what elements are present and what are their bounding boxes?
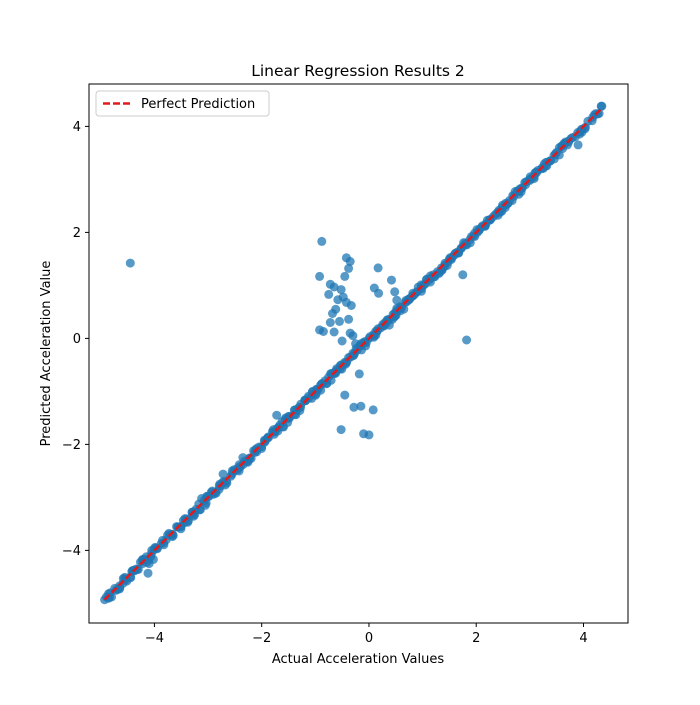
data-point [349, 402, 359, 412]
data-point [143, 568, 153, 578]
data-point [336, 425, 346, 435]
y-tick-label: −2 [62, 438, 81, 453]
chart-title: Linear Regression Results 2 [251, 62, 465, 80]
data-point [325, 318, 335, 327]
data-point [458, 270, 468, 280]
data-point [317, 236, 327, 246]
data-point [218, 469, 228, 479]
x-axis-label: Actual Acceleration Values [272, 652, 444, 667]
x-tick-label: 2 [472, 631, 480, 646]
data-point [573, 140, 583, 150]
legend-box [95, 90, 270, 117]
y-tick-label: −4 [62, 544, 81, 559]
data-point [344, 314, 354, 324]
legend: Perfect Prediction [95, 90, 270, 117]
data-point [318, 327, 328, 336]
data-point [324, 289, 334, 299]
data-point [345, 257, 355, 266]
data-point [335, 316, 344, 326]
data-point [346, 301, 356, 310]
x-tick-label: −4 [145, 631, 164, 646]
perfect-prediction-line [103, 108, 603, 601]
x-tick-label: −2 [252, 631, 271, 646]
data-point [462, 335, 472, 345]
data-point [374, 288, 384, 298]
y-tick-label: 2 [73, 226, 81, 241]
data-point [336, 285, 346, 295]
y-axis-label: Predicted Acceleration Value [39, 261, 54, 447]
data-point [344, 263, 354, 273]
data-point [115, 583, 125, 593]
legend-label-perfect-prediction: Perfect Prediction [141, 97, 255, 112]
data-point [125, 258, 135, 268]
y-tick-label: 4 [73, 120, 81, 135]
data-point [354, 369, 364, 379]
data-point [387, 275, 396, 285]
data-point [368, 405, 378, 415]
plot-area-frame [88, 83, 629, 624]
data-point [348, 331, 358, 341]
y-tick-label: 0 [73, 332, 81, 347]
data-point [390, 287, 400, 297]
x-axis-ticks: −4 −2 0 2 4 [145, 623, 588, 646]
data-point [364, 430, 374, 440]
data-point [373, 263, 383, 273]
data-point [328, 309, 337, 318]
data-point [480, 221, 490, 231]
data-point [340, 271, 350, 281]
data-point [329, 327, 339, 337]
data-point [257, 444, 267, 453]
data-point [272, 410, 282, 420]
data-point [329, 282, 339, 292]
data-point [356, 401, 366, 411]
data-point [337, 336, 347, 346]
reference-line-group [103, 108, 603, 601]
data-point [340, 390, 350, 400]
data-point [597, 101, 607, 111]
y-axis-ticks: −4 −2 0 2 4 [62, 120, 89, 559]
data-point [315, 271, 325, 281]
x-tick-label: 0 [365, 631, 373, 646]
x-tick-label: 4 [579, 631, 587, 646]
